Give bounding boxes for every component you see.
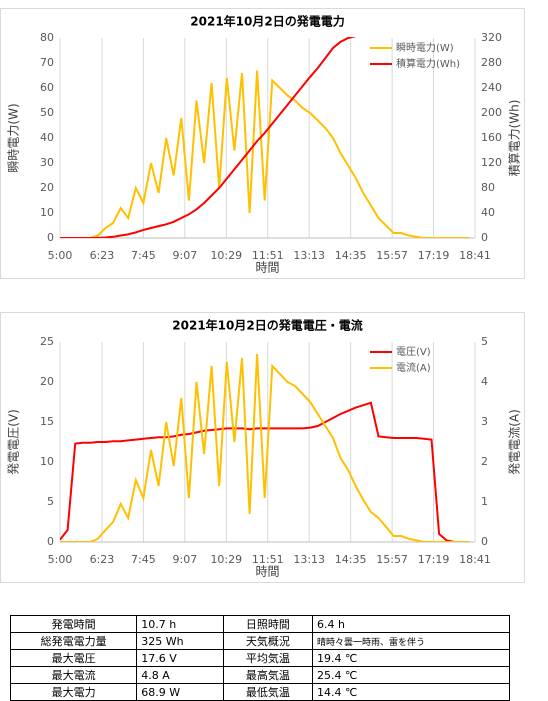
y2-axis-label: 発電電流(A) (508, 409, 522, 475)
table-key: 最大電力 (9, 683, 138, 701)
x-tick-label: 6:23 (90, 553, 115, 566)
table-row: 発電時間 10.7 h 日照時間 6.4 h (9, 615, 511, 633)
table-value: 25.4 ℃ (311, 666, 511, 684)
chart: 2021年10月2日の発電電力 5:00 6:23 7:45 9:07 10:29 11:5… (0, 8, 525, 279)
y2-tick-label: 5 (481, 335, 488, 348)
y-tick-label: 70 (40, 56, 54, 69)
table-row: 最大電圧 17.6 V 平均気温 19.4 ℃ (9, 649, 511, 667)
chart-title: 2021年10月2日の発電電圧・電流 (172, 318, 362, 333)
x-tick-label: 17:19 (418, 249, 450, 262)
y2-tick-label: 240 (481, 81, 502, 94)
x-tick-label: 18:41 (459, 553, 491, 566)
x-tick-label: 15:57 (376, 249, 408, 262)
chart-frame (0, 8, 525, 279)
y2-tick-label: 1 (481, 495, 488, 508)
table-value: 19.4 ℃ (311, 649, 511, 667)
legend-label: 電圧(V) (396, 346, 431, 358)
y2-tick-label: 0 (481, 231, 488, 244)
table-key: 総発電電力量 (9, 632, 138, 650)
chart-title: 2021年10月2日の発電電力 (190, 14, 344, 29)
series-line (60, 37, 358, 238)
x-tick-label: 7:45 (131, 249, 156, 262)
y2-tick-label: 200 (481, 106, 502, 119)
y2-tick-label: 2 (481, 455, 488, 468)
x-tick-label: 5:00 (48, 553, 73, 566)
y2-tick-label: 4 (481, 375, 488, 388)
x-tick-label: 9:07 (173, 553, 198, 566)
summary-table: 発電時間 10.7 h 日照時間 6.4 h 総発電電力量 325 Wh 天気概況 晴時々曇一… (9, 615, 511, 701)
x-tick-label: 17:19 (418, 553, 450, 566)
table-row: 総発電電力量 325 Wh 天気概況 晴時々曇一時雨、雷を伴う (9, 632, 511, 650)
y2-tick-label: 40 (481, 206, 495, 219)
legend-label: 瞬時電力(W) (396, 41, 454, 54)
chart: 2021年10月2日の発電電圧・電流 5:00 6:23 7:45 9:07 10:29 1… (0, 312, 525, 583)
y-tick-label: 0 (47, 231, 54, 244)
y-tick-label: 60 (40, 81, 54, 94)
x-tick-label: 13:13 (293, 249, 325, 262)
y-tick-label: 20 (40, 375, 54, 388)
table-row: 最大電流 4.8 A 最高気温 25.4 ℃ (9, 666, 511, 684)
table-key: 平均気温 (222, 649, 313, 667)
table-key: 最大電流 (9, 666, 138, 684)
y-tick-label: 40 (40, 131, 54, 144)
x-tick-label: 14:35 (335, 553, 367, 566)
y-tick-label: 10 (40, 206, 54, 219)
series-line (60, 401, 470, 542)
x-tick-label: 14:35 (335, 249, 367, 262)
x-tick-label: 13:13 (293, 553, 325, 566)
y-tick-label: 0 (47, 535, 54, 548)
legend-label: 電流(A) (396, 361, 431, 374)
x-tick-label: 9:07 (173, 249, 198, 262)
table-value: 14.4 ℃ (311, 683, 511, 701)
x-tick-label: 10:29 (210, 553, 242, 566)
table-key: 発電時間 (9, 615, 138, 633)
y-tick-label: 5 (47, 495, 54, 508)
y2-tick-label: 80 (481, 181, 495, 194)
series-line (60, 353, 470, 542)
y2-tick-label: 120 (481, 156, 502, 169)
x-tick-label: 15:57 (376, 553, 408, 566)
series-line (60, 70, 470, 238)
table-value: 68.9 W (136, 683, 224, 701)
x-tick-label: 6:23 (90, 249, 115, 262)
y2-tick-label: 0 (481, 535, 488, 548)
y-tick-label: 10 (40, 455, 54, 468)
y-tick-label: 25 (40, 335, 54, 348)
table-key: 日照時間 (222, 615, 313, 633)
x-tick-label: 18:41 (459, 249, 491, 262)
table-key: 最低気温 (222, 683, 313, 701)
y-tick-label: 80 (40, 31, 54, 44)
y-tick-label: 15 (40, 415, 54, 428)
y-axis-label: 瞬時電力(W) (7, 103, 21, 172)
x-tick-label: 11:51 (252, 249, 284, 262)
y2-tick-label: 320 (481, 31, 502, 44)
y-tick-label: 20 (40, 181, 54, 194)
table-value: 4.8 A (136, 666, 224, 684)
y-axis-label: 発電電圧(V) (7, 409, 21, 475)
x-axis-label: 時間 (255, 565, 279, 579)
table-value: 17.6 V (136, 649, 224, 667)
table-value: 6.4 h (311, 615, 511, 633)
legend-label: 積算電力(Wh) (396, 57, 460, 70)
y-tick-label: 30 (40, 156, 54, 169)
x-tick-label: 10:29 (210, 249, 242, 262)
table-key: 天気概況 (222, 632, 313, 650)
x-axis-label: 時間 (255, 261, 279, 275)
table-key: 最高気温 (222, 666, 313, 684)
table-value: 325 Wh (136, 632, 224, 650)
y2-tick-label: 280 (481, 56, 502, 69)
x-tick-label: 11:51 (252, 553, 284, 566)
x-tick-label: 5:00 (48, 249, 73, 262)
y-tick-label: 50 (40, 106, 54, 119)
table-value: 晴時々曇一時雨、雷を伴う (311, 632, 511, 650)
table-key: 最大電圧 (9, 649, 138, 667)
y2-tick-label: 160 (481, 131, 502, 144)
y2-tick-label: 3 (481, 415, 488, 428)
x-tick-label: 7:45 (131, 553, 156, 566)
table-row: 最大電力 68.9 W 最低気温 14.4 ℃ (9, 683, 511, 701)
y2-axis-label: 積算電力(Wh) (507, 100, 522, 177)
table-value: 10.7 h (136, 615, 224, 633)
